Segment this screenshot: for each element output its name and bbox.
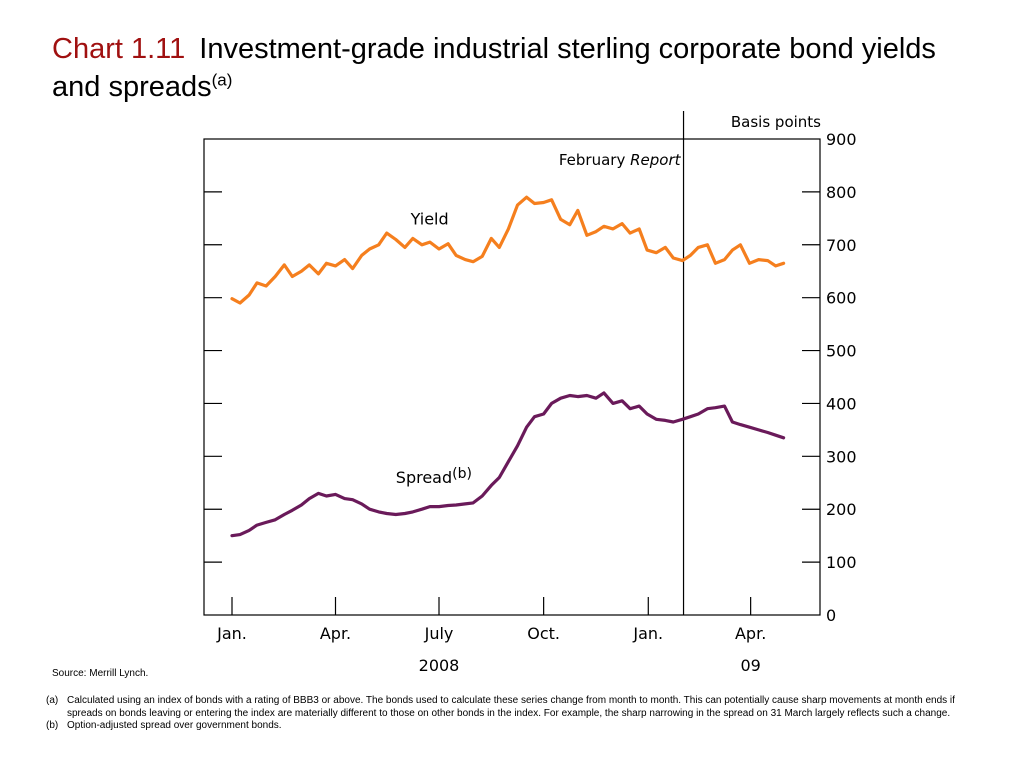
x-tick-label: Apr. (320, 624, 351, 643)
y-tick-label: 300 (826, 447, 857, 466)
y-tick-label: 700 (826, 236, 857, 255)
series-line-yield (230, 195, 786, 305)
chart-title-text: Investment-grade industrial sterling cor… (52, 33, 936, 103)
footnote-text: Calculated using an index of bonds with … (67, 695, 955, 719)
y-tick-label: 500 (826, 342, 857, 361)
footnote-a: (a) Calculated using an index of bonds w… (46, 695, 976, 720)
y-tick-label: 400 (826, 394, 857, 413)
x-tick-label: Apr. (735, 624, 766, 643)
y-tick-label: 600 (826, 289, 857, 308)
chart-title-footnote-ref: (a) (211, 70, 233, 90)
y-tick-label: 800 (826, 183, 857, 202)
chart-title: Chart 1.11 Investment-grade industrial st… (52, 30, 952, 106)
footnote-tag: (b) (46, 720, 59, 731)
footnote-b: (b) Option-adjusted spread over governme… (46, 720, 976, 733)
footnote-tag: (a) (46, 695, 59, 706)
footnote-text: Option-adjusted spread over government b… (67, 720, 282, 731)
y-tick-label: 100 (826, 553, 857, 572)
x-tick-label: Jan. (632, 624, 663, 643)
series-label-spread: Spread(b) (396, 466, 472, 487)
x-tick-label: July (424, 624, 454, 643)
source-note: Source: Merrill Lynch. (52, 668, 149, 679)
chart-number: Chart 1.11 (52, 33, 186, 65)
y-tick-label: 200 (826, 500, 857, 519)
footnotes: (a) Calculated using an index of bonds w… (46, 695, 976, 733)
x-tick-label: Oct. (527, 624, 560, 643)
report-marker-label: February Report (559, 151, 682, 169)
series-line-spread (230, 391, 786, 538)
series-label-yield: Yield (410, 210, 449, 229)
x-year-label: 09 (740, 656, 760, 675)
plot-frame (203, 138, 821, 616)
y-tick-label: 900 (826, 130, 857, 149)
y-axis-label: Basis points (731, 113, 821, 131)
x-year-label: 2008 (419, 656, 460, 675)
y-tick-label: 0 (826, 606, 836, 625)
x-tick-label: Jan. (216, 624, 247, 643)
